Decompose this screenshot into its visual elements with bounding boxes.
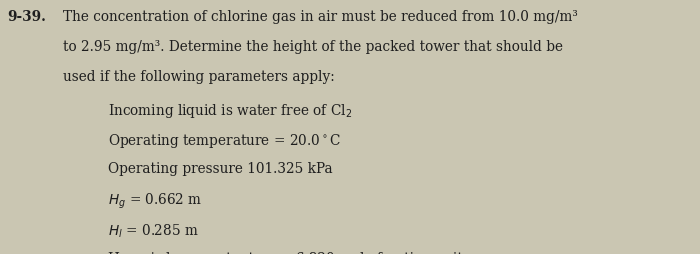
Text: Operating temperature = 20.0$^\circ$C: Operating temperature = 20.0$^\circ$C — [108, 131, 342, 149]
Text: $H_l$ = 0.285 m: $H_l$ = 0.285 m — [108, 221, 200, 239]
Text: to 2.95 mg/m³. Determine the height of the packed tower that should be: to 2.95 mg/m³. Determine the height of t… — [63, 40, 563, 54]
Text: Incoming liquid is water free of Cl$_2$: Incoming liquid is water free of Cl$_2$ — [108, 101, 353, 119]
Text: Operating pressure 101.325 kPa: Operating pressure 101.325 kPa — [108, 161, 333, 175]
Text: $H_g$ = 0.662 m: $H_g$ = 0.662 m — [108, 191, 203, 211]
Text: Henry's law constant, m = 6.820 mole fraction units: Henry's law constant, m = 6.820 mole fra… — [108, 251, 470, 254]
Text: 9-39.: 9-39. — [7, 10, 46, 24]
Text: used if the following parameters apply:: used if the following parameters apply: — [63, 70, 335, 84]
Text: The concentration of chlorine gas in air must be reduced from 10.0 mg/m³: The concentration of chlorine gas in air… — [63, 10, 578, 24]
